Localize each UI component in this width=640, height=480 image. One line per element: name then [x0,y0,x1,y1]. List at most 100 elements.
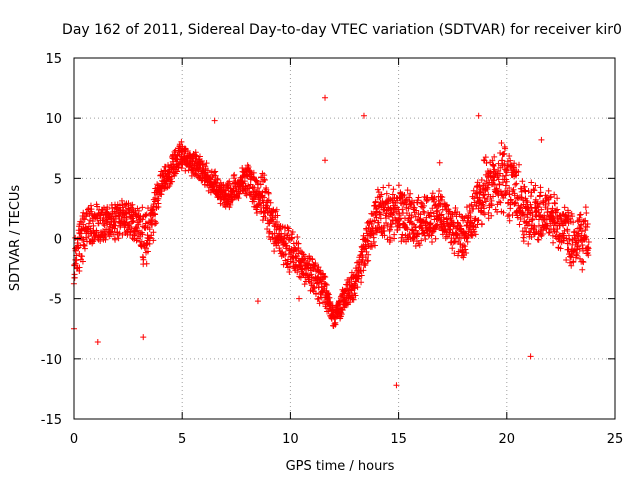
data-point [512,199,519,206]
data-point [350,296,357,303]
data-point [462,246,469,253]
data-point [214,175,221,182]
data-point [405,215,412,222]
data-point [485,182,492,189]
data-point [146,240,153,247]
data-point [90,238,97,245]
data-point [284,242,291,249]
outlier-point [360,112,367,119]
data-point [227,200,234,207]
data-point [582,217,589,224]
data-point [261,177,268,184]
data-point [503,178,510,185]
data-point [585,238,592,245]
data-point [439,194,446,201]
data-point [437,193,444,200]
y-tick-label: -15 [41,413,62,428]
data-point [497,199,504,206]
data-point [515,161,522,168]
data-point [521,231,528,238]
data-point [412,213,419,220]
data-point [113,215,120,222]
data-point [139,216,146,223]
y-tick-label: -10 [41,353,62,368]
data-point [423,219,430,226]
data-point [532,182,539,189]
data-point [115,235,122,242]
data-point [90,222,97,229]
data-point [511,190,518,197]
y-tick-label: 15 [45,52,62,67]
data-point [315,264,322,271]
outlier-point [475,112,482,119]
data-point [481,195,488,202]
data-point [140,256,147,263]
data-point [261,194,268,201]
data-point [429,190,436,197]
data-point [135,207,142,214]
data-point [584,220,591,227]
data-point [585,252,592,259]
data-point [444,202,451,209]
data-point [129,218,136,225]
data-point [104,204,111,211]
data-point [338,311,345,318]
data-point [481,211,488,218]
data-point [80,221,87,228]
data-point [155,203,162,210]
data-point [498,139,505,146]
data-point [522,188,529,195]
data-point [570,258,577,265]
data-point [174,168,181,175]
data-point [253,177,260,184]
data-point [432,235,439,242]
data-point [418,237,425,244]
data-point [408,212,415,219]
data-point [402,197,409,204]
data-point [84,226,91,233]
data-point [519,228,526,235]
outlier-point [393,382,400,389]
data-point [566,259,573,266]
x-tick-label: 20 [499,432,516,447]
data-point [116,230,123,237]
data-point [76,268,83,275]
data-point [530,186,537,193]
data-point [415,194,422,201]
data-point [219,189,226,196]
data-point [553,229,560,236]
y-tick-label: 0 [54,233,62,248]
data-point [490,162,497,169]
data-point [584,223,591,230]
data-point [408,226,415,233]
data-point [352,278,359,285]
data-point [473,202,480,209]
data-point [580,259,587,266]
data-point [399,206,406,213]
data-point [244,172,251,179]
data-point [545,200,552,207]
data-point [390,205,397,212]
data-point [397,199,404,206]
data-point [564,228,571,235]
data-point [513,180,520,187]
data-point [267,199,274,206]
data-point [132,228,139,235]
data-point [458,225,465,232]
data-point [152,211,159,218]
outlier-point [538,136,545,143]
data-point [142,212,149,219]
data-point [547,194,554,201]
data-point [570,219,577,226]
data-point [485,215,492,222]
data-point [405,205,412,212]
data-point [262,202,269,209]
data-point [427,221,434,228]
data-point [517,215,524,222]
data-point [472,231,479,238]
data-point [226,181,233,188]
data-point [451,250,458,257]
data-point [79,258,86,265]
data-point [395,182,402,189]
